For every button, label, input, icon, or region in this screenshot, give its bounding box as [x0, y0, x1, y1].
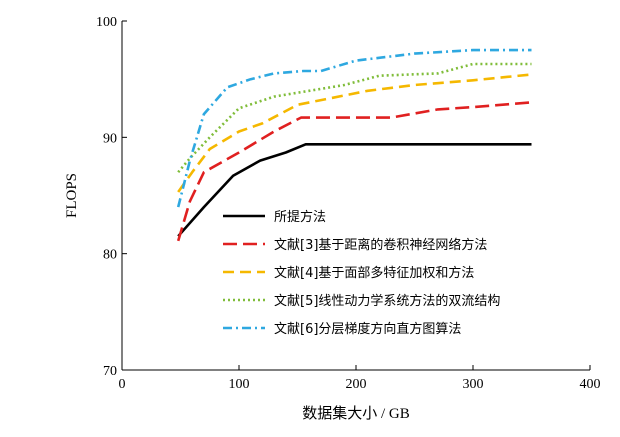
series-line-2	[176, 101, 532, 242]
series-line-1	[177, 143, 532, 238]
legend: 所提方法文献[3]基于距离的卷积神经网络方法文献[4]基于面部多特征加权和方法文…	[223, 209, 500, 337]
y-axis-title: FLOPS	[64, 173, 80, 218]
series-line-5	[176, 48, 532, 208]
x-axis-title: 数据集大小 / GB	[302, 405, 410, 422]
ticks: 0 100 200 300 400 70 80 90 100	[96, 15, 601, 392]
legend-label-2: 文献[3]基于距离的卷积神经网络方法	[274, 237, 487, 253]
y-tick-label: 70	[103, 364, 117, 379]
series-group	[176, 48, 532, 242]
y-tick-label: 100	[96, 15, 117, 30]
x-tick-label: 300	[463, 377, 484, 392]
legend-label-5: 文献[6]分层梯度方向直方图算法	[274, 321, 461, 337]
x-tick-label: 200	[346, 377, 367, 392]
x-tick-label: 100	[229, 377, 250, 392]
legend-label-4: 文献[5]线性动力学系统方法的双流结构	[274, 293, 500, 309]
series-line-4	[177, 62, 532, 174]
y-tick-label: 90	[103, 131, 117, 146]
legend-label-1: 所提方法	[274, 209, 326, 225]
y-tick-label: 80	[103, 248, 117, 263]
series-line-3	[177, 73, 532, 193]
x-tick-label: 400	[580, 377, 601, 392]
legend-label-3: 文献[4]基于面部多特征加权和方法	[274, 265, 474, 281]
x-tick-label: 0	[119, 377, 126, 392]
